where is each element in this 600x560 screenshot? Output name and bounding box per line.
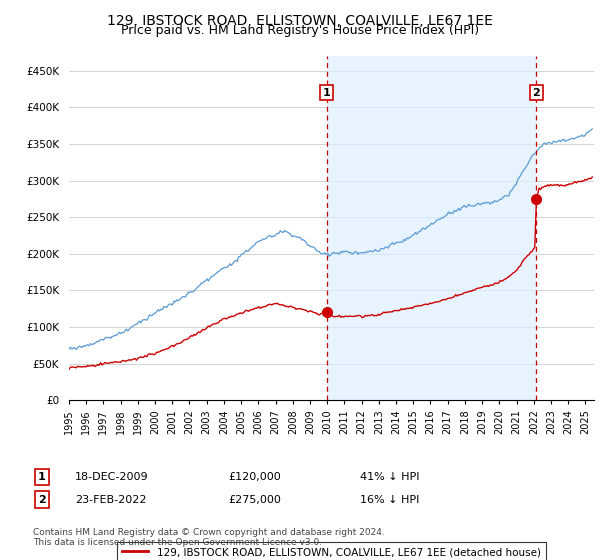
Text: Price paid vs. HM Land Registry's House Price Index (HPI): Price paid vs. HM Land Registry's House … (121, 24, 479, 36)
Text: Contains HM Land Registry data © Crown copyright and database right 2024.
This d: Contains HM Land Registry data © Crown c… (33, 528, 385, 547)
Text: 18-DEC-2009: 18-DEC-2009 (75, 472, 149, 482)
Text: 16% ↓ HPI: 16% ↓ HPI (360, 494, 419, 505)
Text: £275,000: £275,000 (228, 494, 281, 505)
Text: 41% ↓ HPI: 41% ↓ HPI (360, 472, 419, 482)
Bar (326, 56, 536, 400)
Text: £120,000: £120,000 (228, 472, 281, 482)
Text: 2: 2 (532, 87, 540, 97)
Text: 2: 2 (38, 494, 46, 505)
Text: 23-FEB-2022: 23-FEB-2022 (75, 494, 146, 505)
Text: 1: 1 (38, 472, 46, 482)
Legend: 129, IBSTOCK ROAD, ELLISTOWN, COALVILLE, LE67 1EE (detached house), HPI: Average: 129, IBSTOCK ROAD, ELLISTOWN, COALVILLE,… (117, 542, 546, 560)
Text: 129, IBSTOCK ROAD, ELLISTOWN, COALVILLE, LE67 1EE: 129, IBSTOCK ROAD, ELLISTOWN, COALVILLE,… (107, 14, 493, 28)
Text: 1: 1 (323, 87, 331, 97)
